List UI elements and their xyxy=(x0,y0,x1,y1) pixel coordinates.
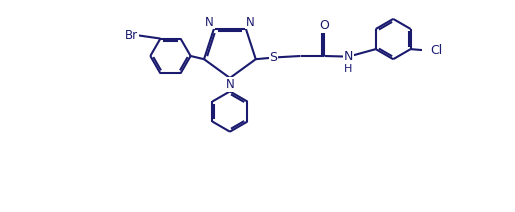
Text: O: O xyxy=(319,19,330,32)
Text: N: N xyxy=(344,50,353,63)
Text: H: H xyxy=(344,64,353,74)
Text: N: N xyxy=(226,78,234,91)
Text: S: S xyxy=(269,51,278,64)
Text: Br: Br xyxy=(125,29,138,42)
Text: N: N xyxy=(205,16,214,29)
Text: N: N xyxy=(246,16,254,29)
Text: Cl: Cl xyxy=(430,44,442,57)
